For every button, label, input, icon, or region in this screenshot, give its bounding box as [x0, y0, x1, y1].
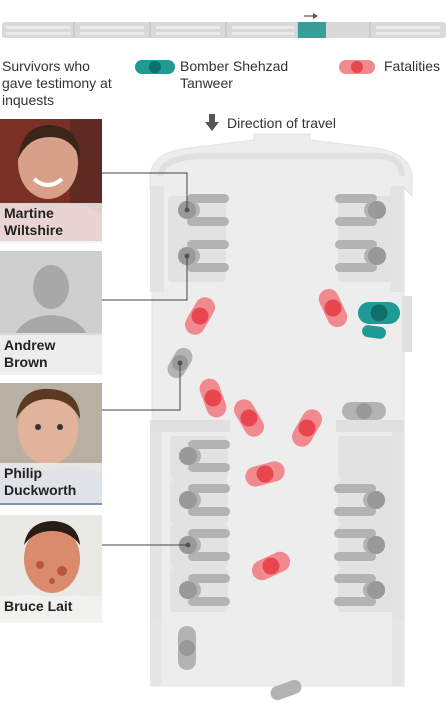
bomber-legend-icon	[135, 60, 175, 74]
highlighted-carriage	[298, 22, 326, 38]
arrow-down-icon	[205, 114, 219, 131]
leader-lines	[102, 172, 188, 546]
legend-survivors: Survivors who gave testimony at inquests	[2, 58, 112, 108]
survivor-markers	[177, 207, 191, 548]
legend-fatalities: Fatalities	[384, 58, 441, 74]
carriage-outline	[149, 133, 413, 687]
fatality-marker	[251, 551, 291, 581]
survivor-name-martine: Martine Wiltshire	[0, 203, 102, 243]
arrow-right-icon	[313, 13, 318, 19]
train-strip	[2, 13, 446, 38]
fatality-marker	[185, 297, 215, 335]
survivor-name-philip: Philip Duckworth	[0, 463, 102, 503]
fatality-marker	[292, 409, 322, 447]
legend-bomber: Bomber Shehzad Tanweer	[180, 58, 289, 91]
survivor-name-andrew: Andrew Brown	[0, 335, 102, 375]
seats	[168, 196, 396, 612]
fatalities	[185, 288, 348, 581]
survivor-name-bruce: Bruce Lait	[0, 596, 102, 619]
bomber-marker	[358, 302, 400, 339]
passengers	[167, 194, 386, 701]
fatality-legend-icon	[339, 60, 375, 74]
fatality-marker	[245, 461, 285, 487]
direction-label: Direction of travel	[227, 115, 336, 131]
fatality-marker	[318, 288, 348, 328]
fatality-marker	[234, 399, 264, 437]
fatality-marker	[199, 378, 227, 418]
